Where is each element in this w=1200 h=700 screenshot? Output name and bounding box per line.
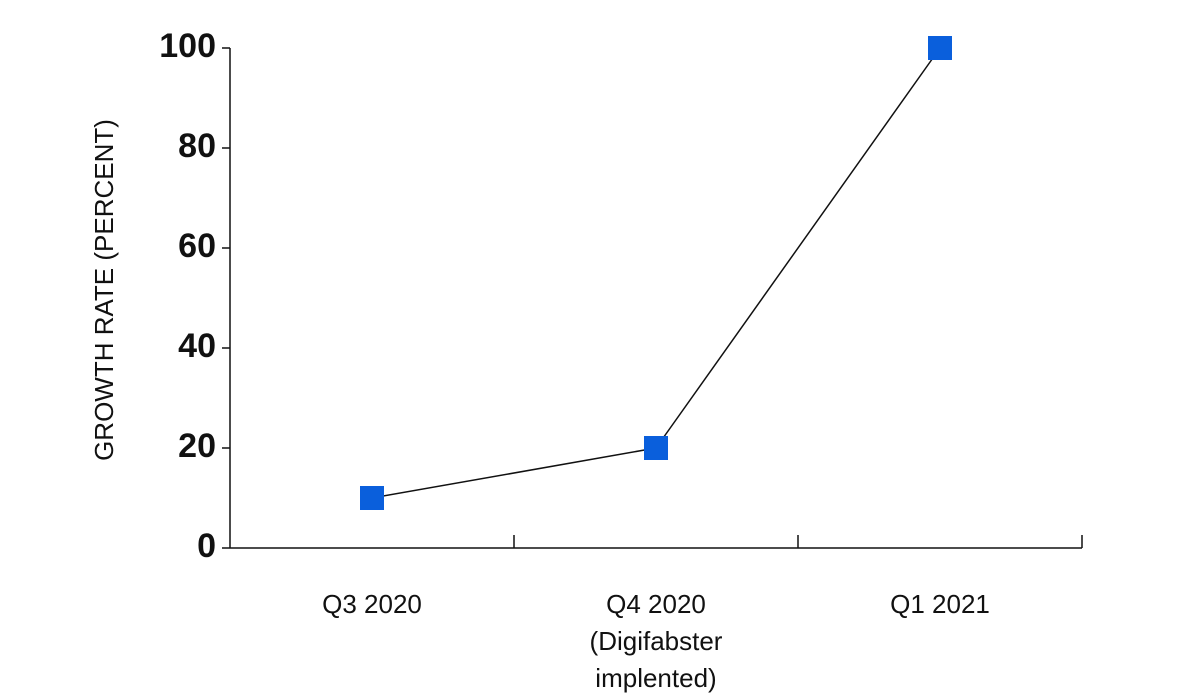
marker	[360, 486, 384, 510]
marker	[928, 36, 952, 60]
x-tick-label: Q4 2020 (Digifabster implented)	[589, 589, 723, 693]
y-tick-label: 20	[178, 427, 216, 465]
y-tick-label: 40	[178, 327, 216, 365]
x-tick-label: Q3 2020	[322, 589, 422, 619]
line	[371, 47, 941, 499]
marker	[644, 436, 668, 460]
y-tick-label: 0	[197, 527, 216, 565]
y-tick-label: 80	[178, 127, 216, 165]
y-tick-label: 100	[159, 27, 216, 65]
y-axis-label: GROWTH RATE (PERCENT)	[89, 119, 119, 461]
y-tick-label: 60	[178, 227, 216, 265]
x-tick-label: Q1 2021	[890, 589, 990, 619]
